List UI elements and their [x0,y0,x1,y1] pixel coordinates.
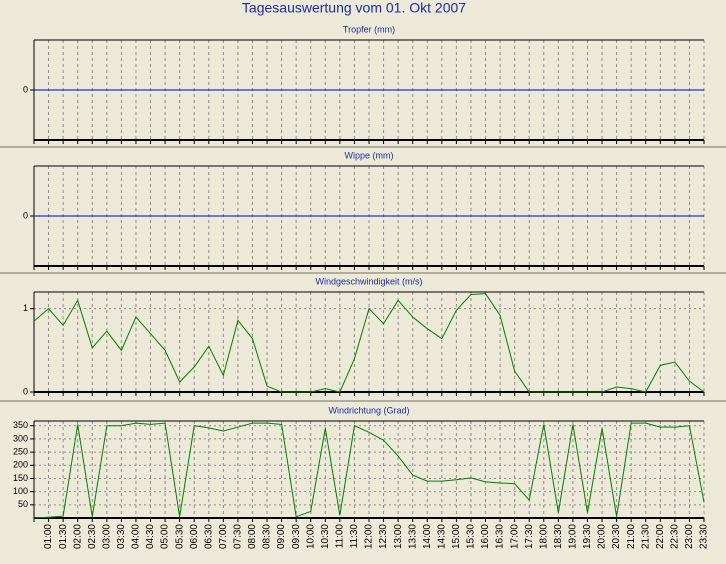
x-tick-label: 20:00 [597,524,608,549]
x-tick-label: 05:00 [160,524,171,549]
x-tick-label: 01:00 [43,524,54,549]
page-title: Tagesauswertung vom 01. Okt 2007 [242,0,466,16]
x-tick-label: 04:00 [131,524,142,549]
x-tick-label: 19:00 [568,524,579,549]
x-tick-label: 06:00 [189,524,200,549]
x-tick-label: 10:30 [320,524,331,549]
x-tick-label: 23:30 [699,524,710,549]
x-tick-label: 08:00 [247,524,258,549]
y-tick-label: 250 [13,446,28,456]
panel-title: Tropfer (mm) [343,24,395,34]
x-tick-label: 22:00 [655,524,666,549]
x-tick-label: 13:30 [407,524,418,549]
x-tick-label: 17:00 [509,524,520,549]
x-tick-label: 01:30 [58,524,69,549]
x-tick-label: 12:30 [378,524,389,549]
x-tick-label: 18:00 [538,524,549,549]
x-tick-label: 07:00 [218,524,229,549]
panel-title: Windrichtung (Grad) [328,405,409,415]
y-tick-label: 200 [13,460,28,470]
x-tick-label: 15:00 [451,524,462,549]
x-tick-label: 06:30 [203,524,214,549]
x-tick-label: 05:30 [174,524,185,549]
panel-title: Wippe (mm) [345,150,394,160]
x-tick-label: 08:30 [262,524,273,549]
x-tick-label: 10:00 [305,524,316,549]
x-tick-label: 16:30 [495,524,506,549]
panel-title: Windgeschwindigkeit (m/s) [315,276,422,286]
x-tick-label: 13:00 [393,524,404,549]
x-tick-label: 17:30 [524,524,535,549]
x-tick-label: 21:30 [640,524,651,549]
data-line [33,293,705,393]
x-tick-label: 02:30 [87,524,98,549]
y-tick-label: 0 [23,210,28,220]
x-tick-label: 16:00 [480,524,491,549]
y-tick-label: 0 [23,386,28,396]
x-tick-label: 23:00 [684,524,695,549]
y-tick-label: 350 [13,420,28,430]
x-tick-label: 12:00 [364,524,375,549]
y-tick-label: 300 [13,433,28,443]
x-tick-label: 09:00 [276,524,287,549]
data-line [33,422,705,519]
x-tick-label: 09:30 [291,524,302,549]
x-tick-label: 19:30 [582,524,593,549]
x-tick-label: 11:00 [335,524,346,549]
y-tick-label: 0 [23,84,28,94]
x-tick-label: 04:30 [145,524,156,549]
x-tick-label: 15:30 [466,524,477,549]
y-tick-label: 1 [23,303,28,313]
x-tick-label: 11:30 [349,524,360,549]
x-tick-label: 18:30 [553,524,564,549]
y-tick-label: 100 [13,486,28,496]
y-tick-label: 50 [18,499,28,509]
x-tick-label: 03:30 [116,524,127,549]
x-tick-label: 21:00 [626,524,637,549]
x-tick-label: 02:00 [72,524,83,549]
y-tick-label: 150 [13,473,28,483]
x-tick-label: 20:30 [611,524,622,549]
x-tick-label: 03:00 [101,524,112,549]
x-tick-label: 07:30 [233,524,244,549]
x-tick-label: 14:30 [436,524,447,549]
x-tick-label: 22:30 [670,524,681,549]
x-tick-label: 14:00 [422,524,433,549]
